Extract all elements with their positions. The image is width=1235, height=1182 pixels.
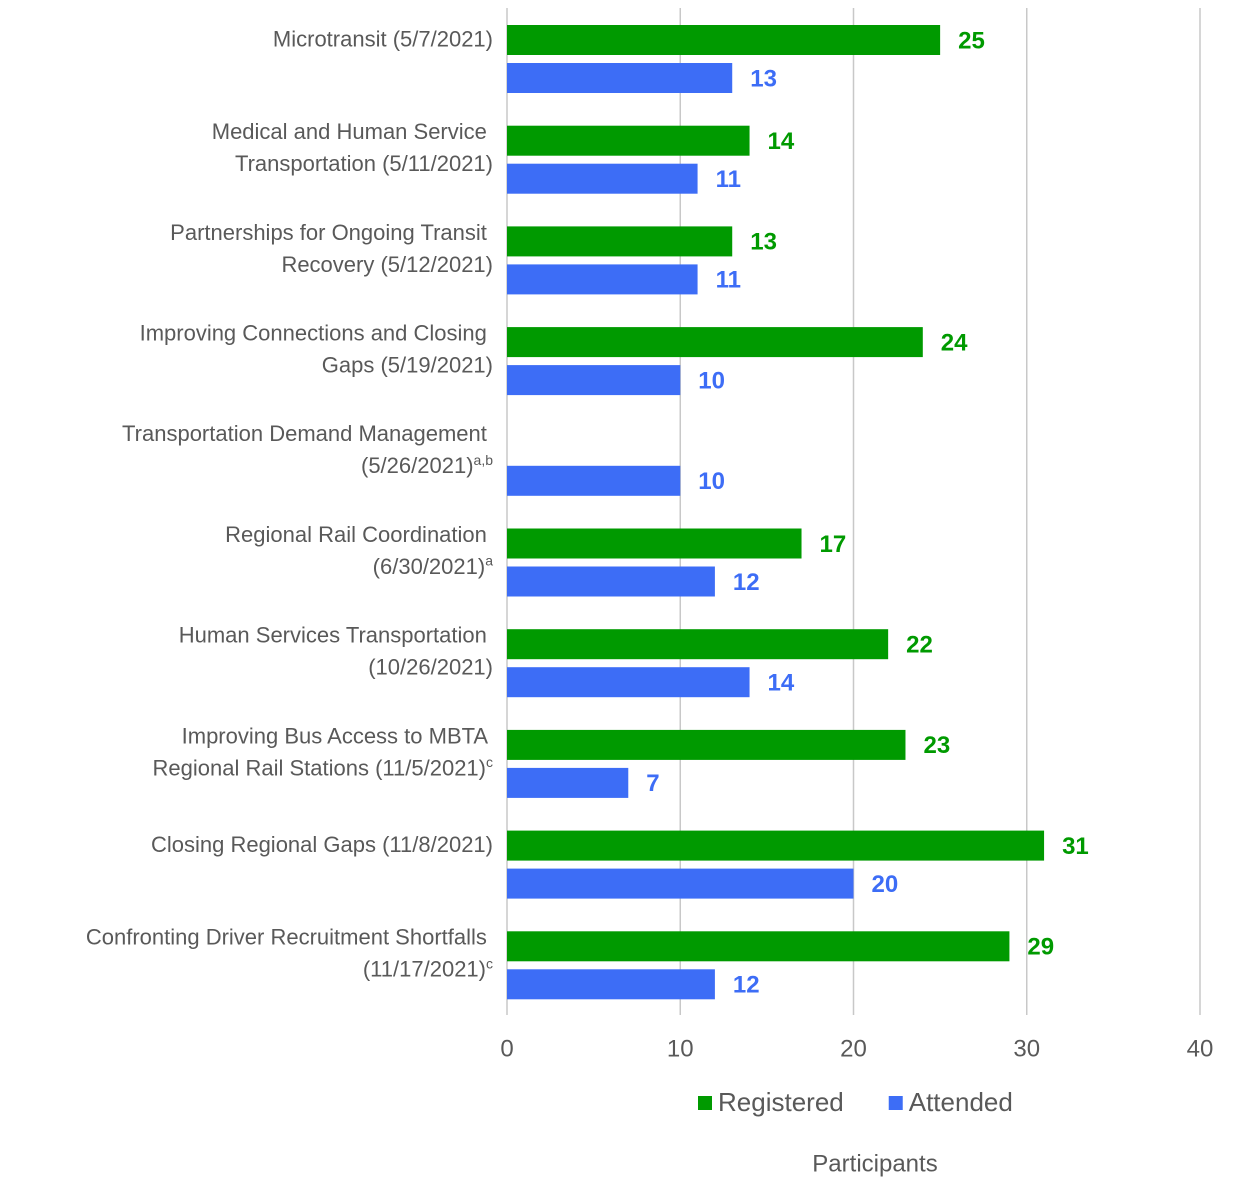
value-label: 29 <box>1027 934 1054 961</box>
bar <box>507 365 681 396</box>
x-tick-label: 20 <box>840 1035 867 1062</box>
value-label: 11 <box>716 267 741 294</box>
bar <box>507 163 698 194</box>
legend-swatch <box>698 1096 712 1110</box>
legend-label: Attended <box>909 1087 1013 1117</box>
value-label: 14 <box>768 670 795 697</box>
category-label: Microtransit (5/7/2021) <box>273 26 493 51</box>
value-label: 10 <box>698 367 725 394</box>
bar <box>507 465 681 496</box>
legend-label: Registered <box>718 1087 844 1117</box>
category-note: c <box>486 754 493 770</box>
x-tick-label: 0 <box>500 1035 513 1062</box>
bar <box>507 327 923 358</box>
value-label: 31 <box>1062 833 1089 860</box>
x-tick-label: 10 <box>667 1035 694 1062</box>
bar <box>507 566 715 597</box>
value-label: 13 <box>750 65 777 92</box>
x-tick-label: 40 <box>1187 1035 1214 1062</box>
bar <box>507 264 698 295</box>
category-note: a <box>485 553 493 569</box>
bar <box>507 767 629 798</box>
bar <box>507 868 854 899</box>
category-label: Closing Regional Gaps (11/8/2021) <box>151 832 493 857</box>
value-label: 12 <box>733 972 760 999</box>
category-label: Medical and Human Service Transportation… <box>212 119 493 176</box>
bar <box>507 25 941 55</box>
value-label: 10 <box>698 468 725 495</box>
category-label: Regional Rail Coordination (6/30/2021) <box>225 522 493 579</box>
bar <box>507 629 889 660</box>
category-note: a,b <box>474 452 494 468</box>
bar <box>507 226 733 257</box>
category-label: Confronting Driver Recruitment Shortfall… <box>86 924 493 981</box>
value-label: 25 <box>958 27 985 54</box>
value-label: 22 <box>906 632 933 659</box>
value-label: 13 <box>750 229 777 256</box>
x-tick-label: 30 <box>1013 1035 1040 1062</box>
value-label: 17 <box>820 531 847 558</box>
bar <box>507 125 750 156</box>
value-label: 7 <box>646 770 659 797</box>
category-label: Human Services Transportation (10/26/202… <box>179 622 493 679</box>
value-label: 12 <box>733 569 760 596</box>
bar <box>507 63 733 93</box>
legend-swatch <box>888 1096 903 1110</box>
category-label: Transportation Demand Management (5/26/2… <box>122 421 493 478</box>
category-note: c <box>486 955 493 971</box>
bar <box>507 969 715 1000</box>
category-label: Improving Bus Access to MBTA Regional Ra… <box>153 723 493 780</box>
bar <box>507 931 1010 962</box>
bar <box>507 729 906 760</box>
x-axis-title: Participants <box>812 1150 937 1177</box>
bar <box>507 667 750 698</box>
value-label: 14 <box>768 128 795 155</box>
category-label: Improving Connections and Closing Gaps (… <box>140 320 493 377</box>
value-label: 24 <box>941 329 968 356</box>
bar <box>507 830 1045 861</box>
category-label: Partnerships for Ongoing Transit Recover… <box>170 220 493 277</box>
value-label: 11 <box>716 166 741 193</box>
value-label: 23 <box>923 732 950 759</box>
bar <box>507 528 802 559</box>
value-label: 20 <box>872 871 899 898</box>
